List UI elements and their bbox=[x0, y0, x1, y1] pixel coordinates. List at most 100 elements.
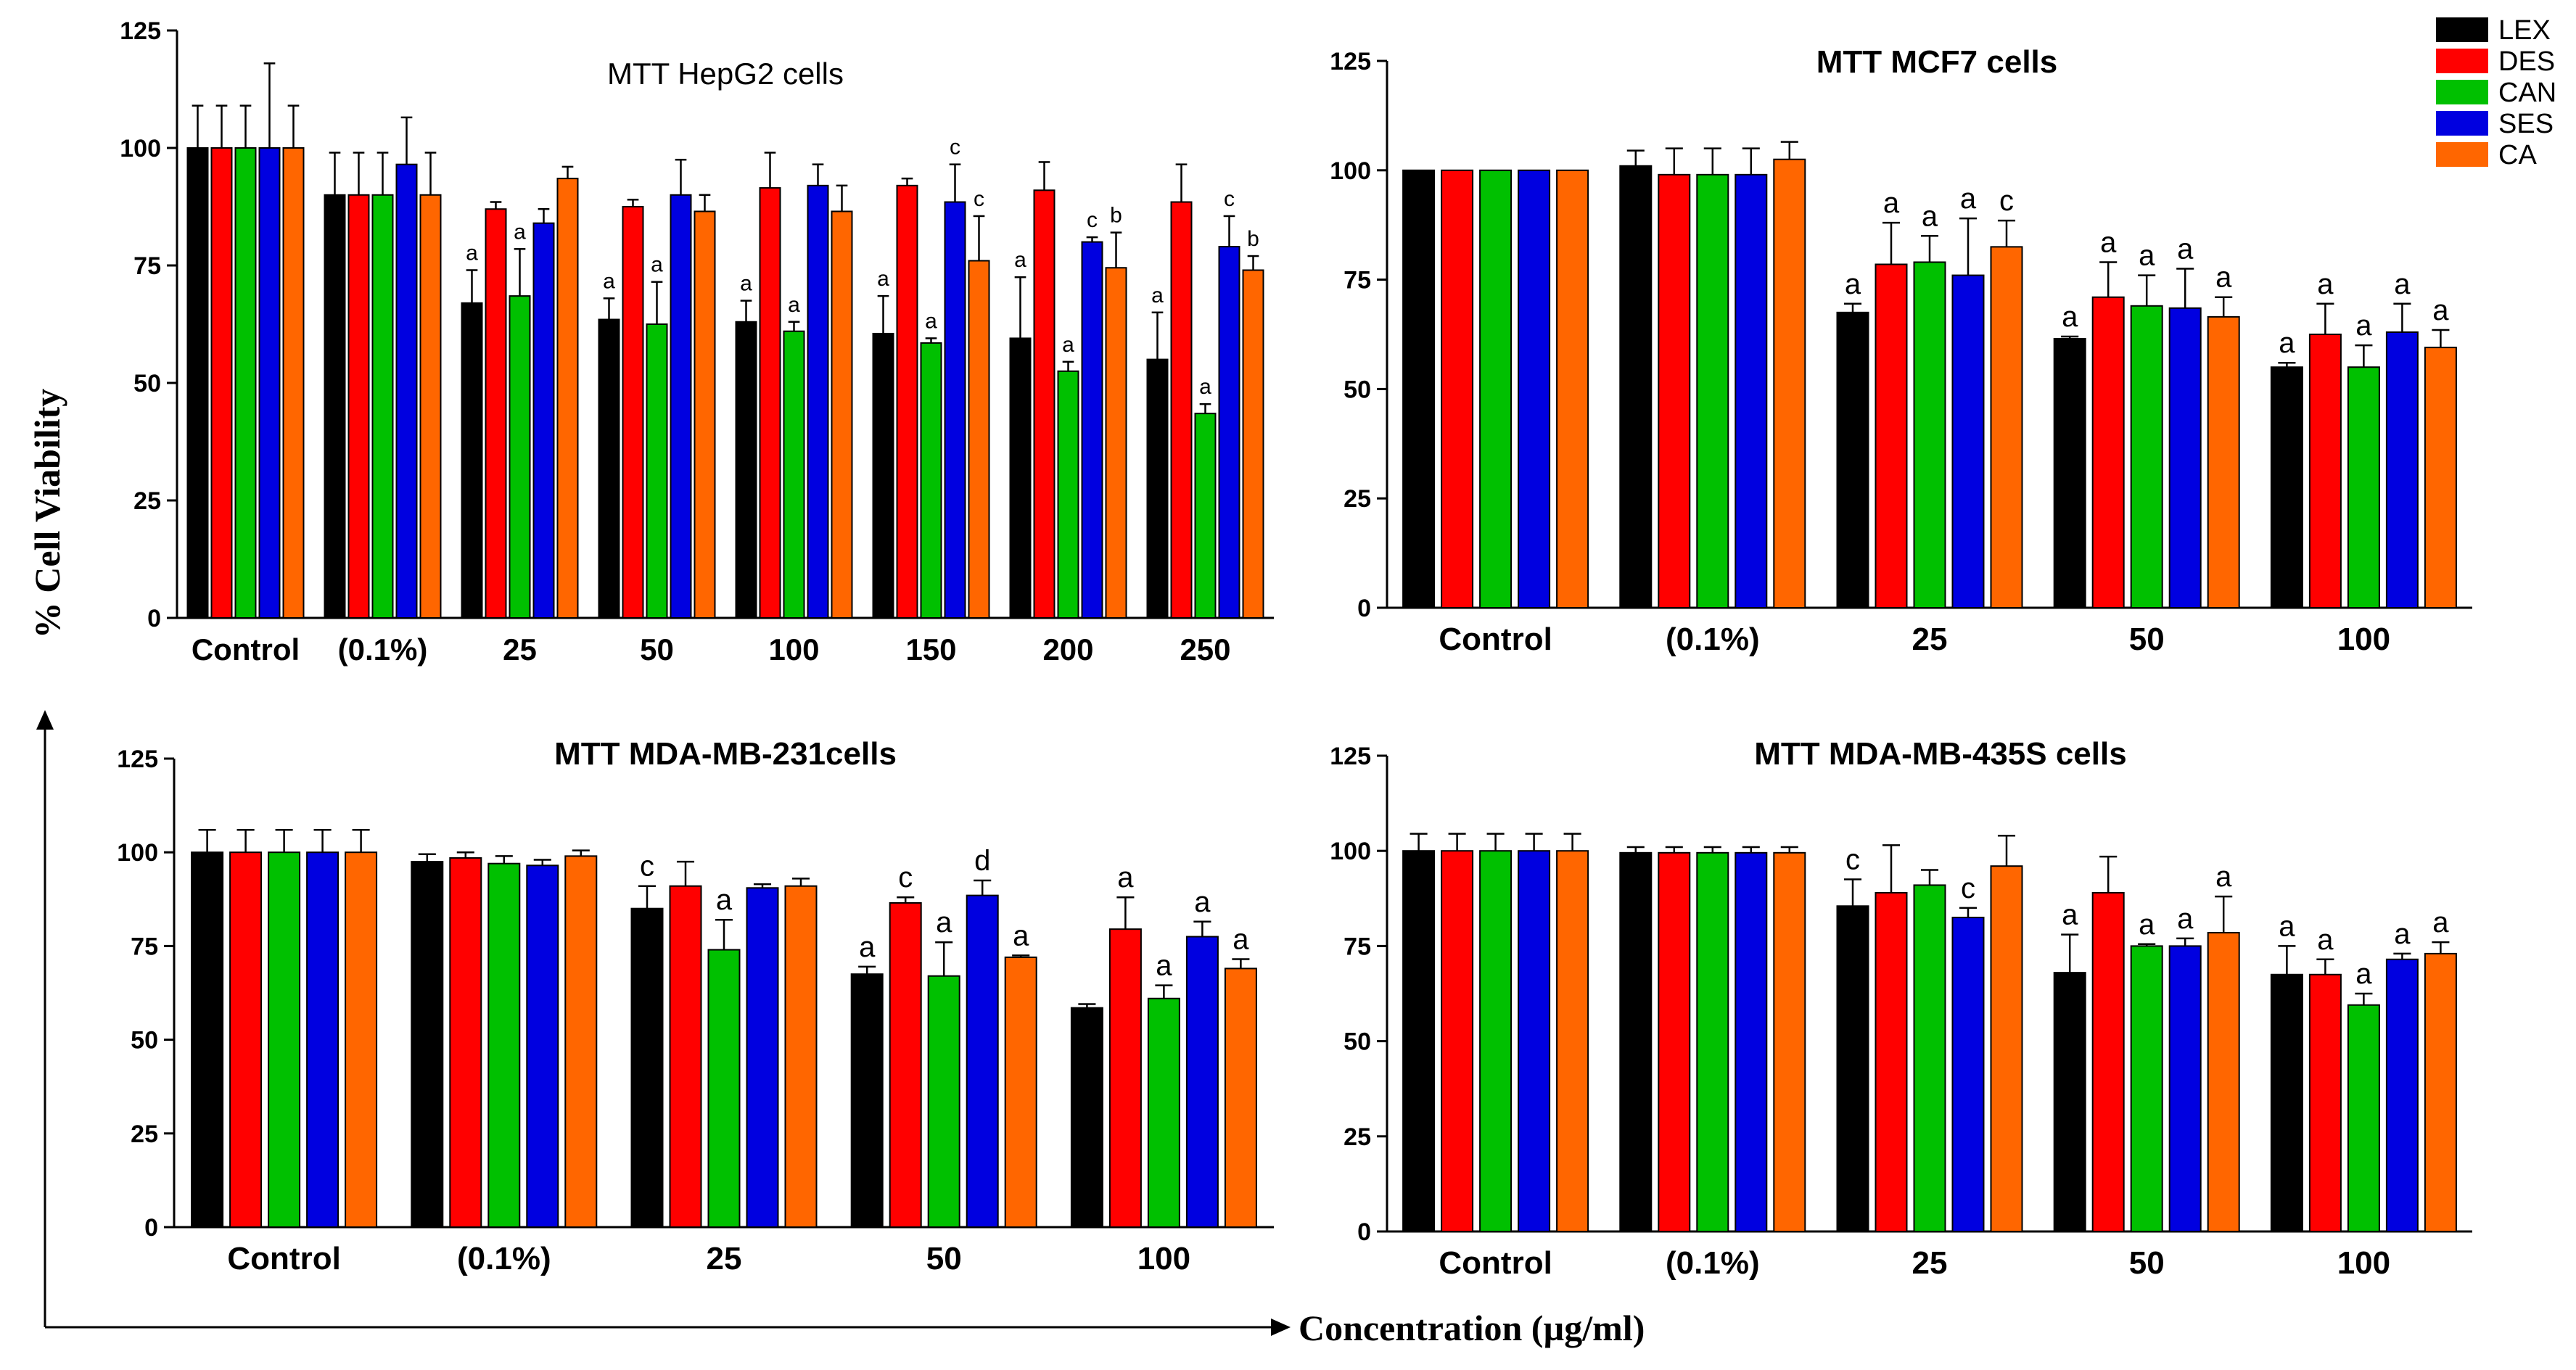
bar bbox=[1913, 884, 1946, 1232]
significance-label: a bbox=[936, 907, 952, 938]
significance-label: a bbox=[1883, 187, 1900, 219]
bar bbox=[598, 318, 620, 619]
chart-title: MTT MCF7 cells bbox=[1816, 44, 2058, 80]
significance-label: a bbox=[2355, 310, 2372, 342]
bar bbox=[345, 851, 378, 1228]
bar bbox=[784, 885, 818, 1229]
bar bbox=[746, 887, 779, 1229]
significance-label: a bbox=[514, 220, 526, 244]
bar bbox=[1057, 370, 1079, 619]
bar bbox=[1773, 851, 1806, 1232]
bar bbox=[268, 851, 301, 1228]
bar bbox=[1773, 158, 1806, 609]
significance-label: a bbox=[1194, 886, 1211, 918]
legend: LEX DES CAN SES CA bbox=[2436, 15, 2556, 170]
bar bbox=[1218, 246, 1240, 619]
bar bbox=[2347, 1004, 2380, 1233]
significance-label: a bbox=[2062, 899, 2078, 931]
x-tick-label: 50 bbox=[2129, 1245, 2165, 1281]
bar bbox=[1556, 169, 1589, 609]
legend-label: LEX bbox=[2498, 15, 2551, 46]
x-tick-label: 25 bbox=[1912, 622, 1948, 657]
legend-swatch bbox=[2436, 49, 2488, 73]
significance-label: a bbox=[466, 241, 478, 265]
bar bbox=[831, 210, 853, 619]
significance-label: c bbox=[1999, 185, 2014, 217]
bar bbox=[2308, 334, 2342, 608]
legend-swatch bbox=[2436, 80, 2488, 104]
bar bbox=[485, 208, 507, 619]
x-axis-title: Concentration (µg/ml) bbox=[1299, 1308, 1645, 1348]
bar bbox=[2207, 315, 2240, 608]
bar bbox=[191, 851, 224, 1228]
chart-mcf7: MTT MCF7 cells 0 25 50 75 100 125 Control (0.1%… bbox=[1330, 44, 2472, 657]
significance-label: c bbox=[898, 862, 913, 894]
x-tick-label: 100 bbox=[768, 632, 819, 667]
bar bbox=[449, 857, 482, 1229]
bar bbox=[1556, 850, 1589, 1232]
bar bbox=[2347, 366, 2380, 608]
bar bbox=[694, 210, 716, 619]
significance-label: a bbox=[1156, 950, 1172, 982]
x-tick-label: (0.1%) bbox=[457, 1241, 551, 1276]
significance-label: c bbox=[1087, 208, 1098, 232]
significance-label: a bbox=[603, 269, 615, 293]
x-tick-label: 25 bbox=[1912, 1245, 1948, 1281]
bar bbox=[258, 147, 281, 619]
bar bbox=[1185, 936, 1219, 1228]
y-tick-label: 25 bbox=[1343, 1123, 1371, 1151]
x-tick-label: 25 bbox=[503, 632, 537, 667]
significance-label: a bbox=[1199, 375, 1211, 399]
significance-label: a bbox=[716, 884, 733, 916]
bar bbox=[1170, 201, 1193, 619]
bar bbox=[411, 861, 444, 1228]
bar bbox=[1875, 891, 1908, 1232]
y-tick-label: 0 bbox=[1357, 595, 1371, 622]
significance-label: a bbox=[2100, 226, 2117, 258]
significance-label: a bbox=[2279, 327, 2295, 359]
y-tick-label: 25 bbox=[133, 487, 161, 515]
shared-axes: % Cell Viability Concentration (µg/ml) bbox=[27, 389, 1645, 1348]
bar bbox=[622, 206, 644, 619]
significance-label: a bbox=[2139, 240, 2155, 272]
bar bbox=[1518, 169, 1551, 609]
bar bbox=[783, 330, 805, 619]
bar bbox=[487, 862, 521, 1228]
y-tick-label: 75 bbox=[131, 933, 158, 960]
chart-mda-mb-435s: MTT MDA-MB-435S cells 0 25 50 75 100 125 Contr… bbox=[1330, 736, 2472, 1281]
chart-mda-mb-231: MTT MDA-MB-231cells 0 25 50 75 100 125 Control… bbox=[117, 736, 1274, 1276]
significance-label: a bbox=[1117, 862, 1134, 894]
bar bbox=[1146, 358, 1169, 619]
legend-label: CAN bbox=[2498, 78, 2556, 108]
bar bbox=[1696, 851, 1729, 1232]
x-tick-label: 100 bbox=[1137, 1241, 1190, 1276]
bar bbox=[1836, 311, 1869, 608]
bar bbox=[2270, 973, 2303, 1232]
bar bbox=[2091, 296, 2125, 608]
bar bbox=[1951, 274, 1985, 608]
significance-label: a bbox=[1922, 200, 1938, 232]
significance-label: a bbox=[651, 253, 663, 277]
y-tick-label: 0 bbox=[147, 605, 161, 632]
significance-label: a bbox=[2177, 234, 2194, 265]
y-tick-label: 125 bbox=[120, 17, 161, 45]
bar bbox=[282, 147, 305, 619]
bar bbox=[1951, 917, 1985, 1233]
y-tick-label: 75 bbox=[1343, 933, 1371, 960]
bar bbox=[1658, 851, 1691, 1232]
bar bbox=[1735, 851, 1768, 1232]
legend-swatch bbox=[2436, 111, 2488, 136]
significance-label: a bbox=[1845, 268, 1861, 300]
significance-label: b bbox=[1247, 227, 1259, 251]
bar bbox=[807, 184, 829, 619]
bar bbox=[2091, 891, 2125, 1232]
legend-item: CAN bbox=[2436, 78, 2556, 108]
bar bbox=[210, 147, 233, 619]
significance-label: a bbox=[2062, 301, 2078, 333]
bar bbox=[2130, 305, 2163, 608]
bar bbox=[1224, 967, 1257, 1228]
significance-label: c bbox=[950, 136, 960, 160]
bar bbox=[735, 321, 757, 619]
chart-title: MTT HepG2 cells bbox=[607, 57, 844, 91]
